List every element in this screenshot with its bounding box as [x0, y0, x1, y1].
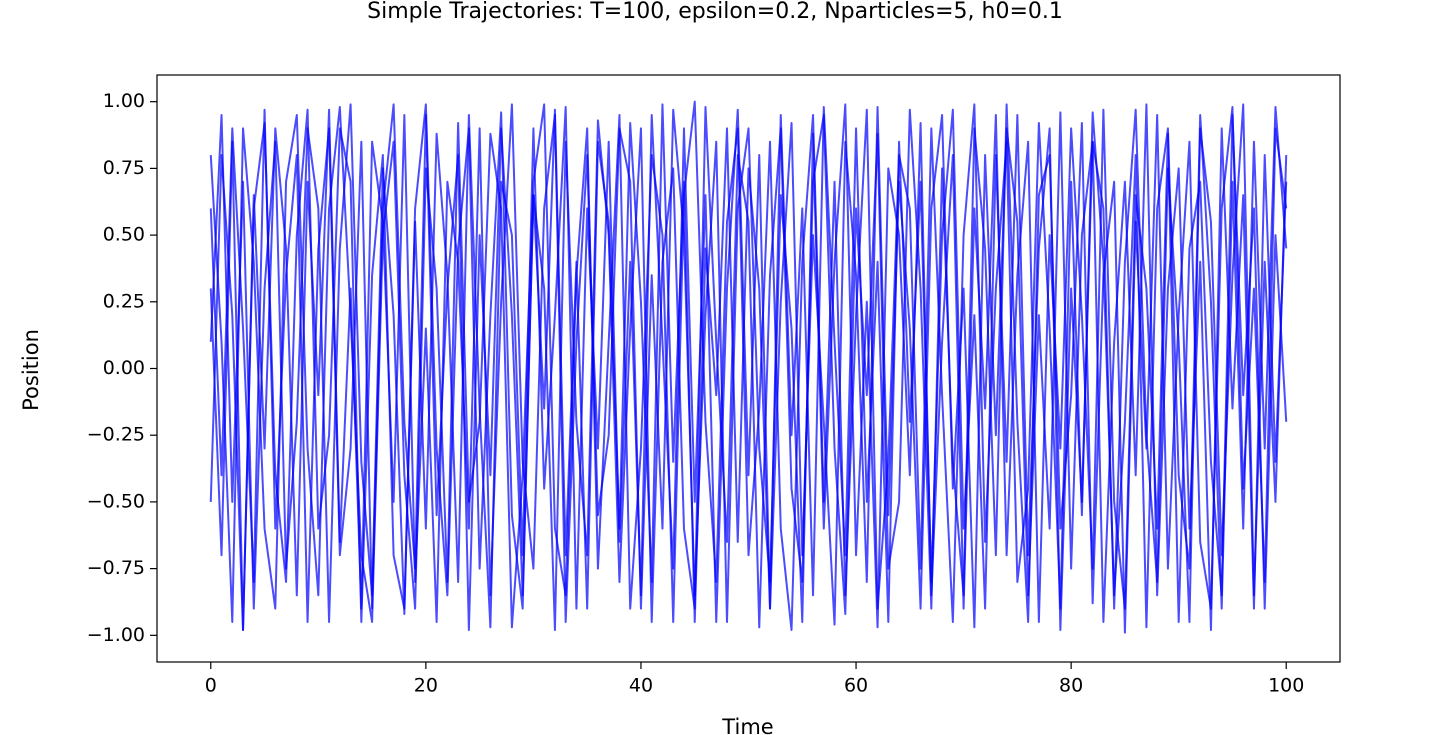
x-tick-label: 20 [414, 675, 438, 697]
x-tick-label: 80 [1059, 675, 1083, 697]
y-tick-label: 0.25 [103, 290, 145, 312]
x-tick-label: 40 [629, 675, 653, 697]
trajectory-line [209, 103, 1288, 631]
trajectory-line [209, 103, 1288, 631]
y-tick-label: 0.00 [103, 357, 145, 379]
x-tick-label: 100 [1268, 675, 1304, 697]
x-axis-label: Time [721, 715, 773, 735]
y-tick-label: −0.50 [87, 490, 145, 512]
y-tick-label: −0.25 [87, 424, 145, 446]
x-tick-label: 60 [844, 675, 868, 697]
y-tick-label: 0.50 [103, 224, 145, 246]
y-tick-label: −0.75 [87, 557, 145, 579]
trajectory-line [209, 103, 1288, 631]
x-tick-label: 0 [205, 675, 217, 697]
y-axis-label: Position [19, 329, 43, 411]
chart-title: Simple Trajectories: T=100, epsilon=0.2,… [367, 0, 1063, 24]
y-tick-label: −1.00 [87, 624, 145, 646]
y-tick-label: 0.75 [103, 157, 145, 179]
y-tick-label: 1.00 [103, 90, 145, 112]
